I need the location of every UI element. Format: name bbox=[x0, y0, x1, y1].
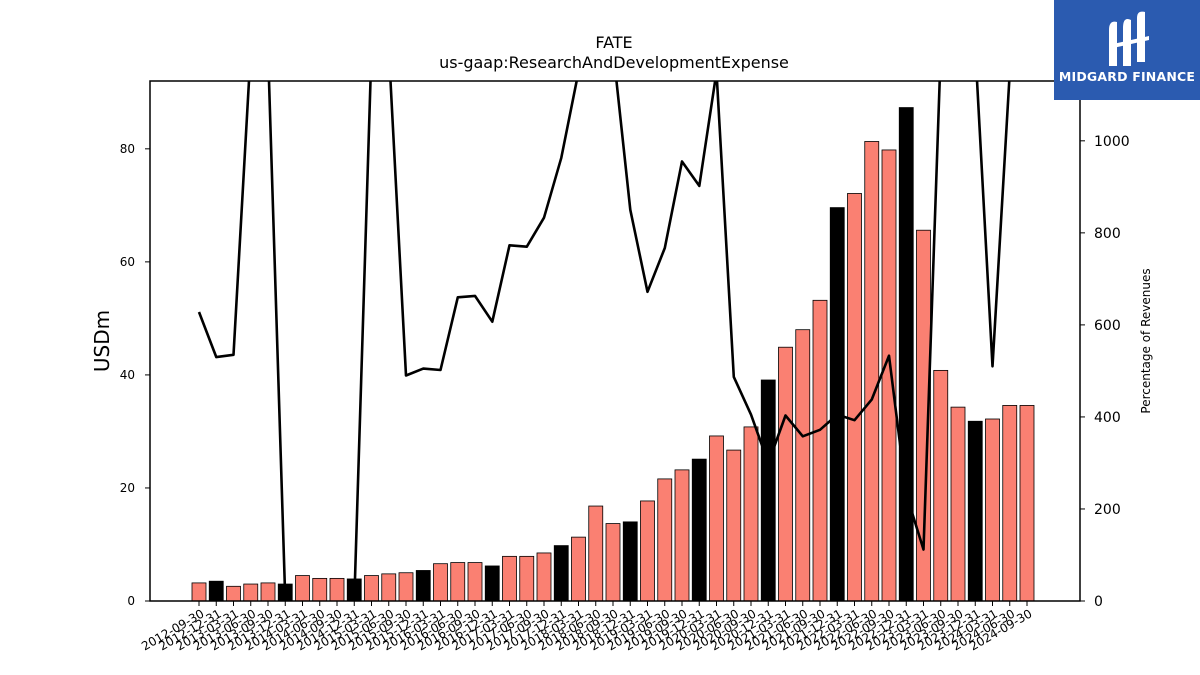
y-axis-label: USDm bbox=[90, 310, 114, 372]
y2-tick-label: 400 bbox=[1094, 410, 1121, 426]
percentage-line bbox=[197, 81, 1011, 601]
y-tick-label: 40 bbox=[120, 368, 135, 382]
y-axis-right: 0 200 400 600 800 1000 bbox=[1080, 134, 1130, 610]
bar-2024-06-30 bbox=[1002, 405, 1018, 602]
y-tick-label: 60 bbox=[120, 255, 135, 269]
line-group bbox=[197, 81, 1011, 601]
bar-2023-12-31 bbox=[967, 420, 983, 602]
bar-2015-03-31 bbox=[364, 575, 379, 602]
logo-brand-text: MIDGARD FINANCE bbox=[1058, 69, 1196, 84]
bar-2013-03-31 bbox=[226, 585, 241, 602]
bar-2018-12-31 bbox=[622, 521, 638, 602]
bar-2022-12-31 bbox=[898, 107, 914, 602]
bar-2019-06-30 bbox=[657, 478, 673, 602]
bar-2012-09-30 bbox=[191, 582, 207, 602]
bar-2014-06-30 bbox=[312, 577, 328, 602]
bar-2018-03-31 bbox=[571, 536, 586, 602]
bar-2013-09-30 bbox=[260, 582, 276, 602]
bar-2021-12-31 bbox=[829, 207, 845, 602]
bar-2014-09-30 bbox=[329, 577, 345, 602]
bar-2022-06-30 bbox=[864, 141, 880, 602]
y2-axis-label: Percentage of Revenues bbox=[1139, 268, 1153, 413]
bar-group bbox=[191, 107, 1035, 602]
bar-2020-03-31 bbox=[709, 435, 724, 602]
bar-2014-03-31 bbox=[295, 575, 310, 602]
bar-2018-09-30 bbox=[605, 523, 621, 602]
bar-2021-09-30 bbox=[812, 299, 828, 602]
bar-2013-06-30 bbox=[243, 583, 259, 602]
midgard-logo: MIDGARD FINANCE bbox=[1054, 0, 1200, 100]
bar-2019-03-31 bbox=[640, 500, 655, 602]
chart-title: FATE bbox=[595, 33, 632, 52]
y-tick-label: 80 bbox=[120, 142, 135, 156]
midgard-logo-icon bbox=[1109, 11, 1149, 66]
y2-tick-label: 800 bbox=[1094, 226, 1121, 242]
bar-2024-09-30 bbox=[1019, 405, 1035, 602]
bar-2020-12-31 bbox=[760, 379, 776, 602]
bar-2023-06-30 bbox=[933, 369, 949, 602]
bar-2017-03-31 bbox=[502, 555, 517, 602]
bar-2016-12-31 bbox=[484, 565, 500, 602]
plot-frame bbox=[149, 80, 1081, 602]
y2-tick-label: 1000 bbox=[1094, 134, 1130, 150]
y2-tick-label: 200 bbox=[1094, 502, 1121, 518]
bar-2015-09-30 bbox=[398, 572, 414, 602]
bar-2024-03-31 bbox=[985, 418, 1000, 602]
bar-2016-09-30 bbox=[467, 562, 483, 602]
y-tick-label: 0 bbox=[127, 594, 135, 608]
bar-2017-12-31 bbox=[553, 545, 569, 602]
bar-2017-09-30 bbox=[536, 552, 552, 602]
bar-2018-06-30 bbox=[588, 505, 604, 602]
bar-2019-12-31 bbox=[691, 458, 707, 602]
bar-2021-06-30 bbox=[795, 329, 811, 602]
chart-subtitle: us-gaap:ResearchAndDevelopmentExpense bbox=[439, 53, 789, 72]
y-tick-label: 20 bbox=[120, 481, 135, 495]
bar-2020-06-30 bbox=[726, 449, 742, 602]
y2-tick-label: 0 bbox=[1094, 594, 1103, 610]
bar-2015-12-31 bbox=[415, 570, 431, 602]
bar-2017-06-30 bbox=[519, 555, 535, 602]
bar-2016-06-30 bbox=[450, 562, 466, 602]
bar-2016-03-31 bbox=[433, 563, 448, 602]
y2-tick-label: 600 bbox=[1094, 318, 1121, 334]
bar-2023-09-30 bbox=[950, 406, 966, 602]
bar-2021-03-31 bbox=[778, 346, 793, 602]
bar-2015-06-30 bbox=[381, 573, 397, 602]
bar-2020-09-30 bbox=[743, 426, 759, 602]
bar-2019-09-30 bbox=[674, 469, 690, 602]
bar-2022-03-31 bbox=[847, 193, 862, 602]
x-axis: 2012-09-302012-12-312013-03-312013-06-30… bbox=[139, 601, 1035, 653]
bar-2012-12-31 bbox=[208, 580, 224, 602]
bar-2022-09-30 bbox=[881, 149, 897, 602]
y-axis-left: 0 20 40 60 80 bbox=[120, 142, 150, 608]
